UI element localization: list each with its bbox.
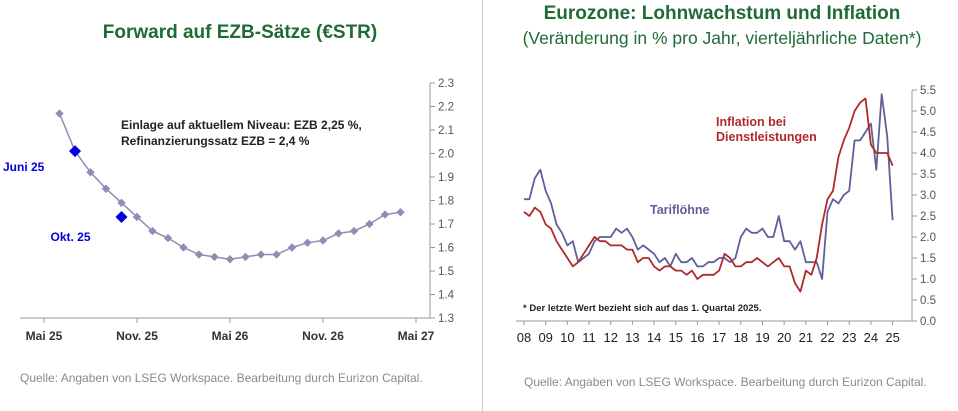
right-series-line-tarifloehne: [524, 93, 894, 280]
right-y-tick-label: 2.5: [920, 211, 936, 223]
left-y-tick-label: 1.8: [438, 196, 454, 208]
left-y-tick-label: 1.6: [438, 243, 454, 255]
left-chart-svg: 1.3 1.4 1.5 1.6 1.7 1.8 1.9 2.0 2.1 2.2 2.3 Mai 25 N…: [3, 78, 455, 343]
left-data-point: [287, 243, 297, 252]
right-y-tick-label: 2.0: [920, 232, 936, 244]
left-highlighted-point-label: Okt. 25: [51, 230, 91, 244]
right-x-tick-label: 19: [755, 330, 769, 345]
left-data-point: [148, 226, 157, 236]
left-highlighted-point: [69, 145, 81, 158]
right-x-tick-label: 17: [712, 330, 726, 345]
left-data-point: [256, 250, 266, 259]
left-x-tick-label: Mai 25: [26, 329, 63, 343]
right-y-tick-label: 1.5: [920, 253, 936, 265]
left-data-point: [334, 229, 343, 238]
right-chart-panel: Eurozone: Lohnwachstum und Inflation (Ve…: [486, 0, 958, 411]
left-data-point: [365, 219, 374, 229]
left-y-tick-label: 2.1: [438, 125, 454, 137]
right-x-tick-label: 23: [842, 330, 856, 345]
right-x-tick-label: 11: [582, 330, 596, 345]
left-x-tick-label: Mai 26: [212, 329, 249, 343]
right-chart-subtitle: (Veränderung in % pro Jahr, vierteljährl…: [522, 28, 922, 48]
right-x-tick-label: 21: [799, 330, 813, 345]
right-y-tick-label: 0.0: [920, 316, 936, 328]
left-x-tick-label: Nov. 25: [116, 329, 158, 343]
left-y-tick-label: 1.9: [438, 172, 454, 184]
right-footnote: * Der letzte Wert bezieht sich auf das 1…: [523, 303, 761, 314]
left-highlighted-point-label: Juni 25: [3, 160, 45, 174]
left-y-tick-label: 1.4: [438, 290, 455, 302]
left-data-point: [194, 250, 204, 259]
left-data-point: [132, 212, 142, 222]
left-data-point: [303, 238, 312, 247]
left-data-point: [225, 255, 235, 264]
right-y-tick-label: 1.0: [920, 274, 936, 286]
left-data-point: [349, 226, 359, 236]
right-x-tick-label: 10: [560, 330, 574, 345]
right-series-label-dienstleistungen: Inflation bei Dienstleistungen: [716, 115, 817, 144]
left-chart-panel: Forward auf EZB-Sätze (€STR) 1.3 1.4 1.5 1.…: [3, 22, 455, 385]
right-chart-title: Eurozone: Lohnwachstum und Inflation: [543, 3, 901, 24]
right-y-tick-label: 3.5: [920, 169, 936, 181]
left-data-point: [117, 198, 126, 208]
left-data-point: [55, 109, 64, 118]
left-y-tick-label: 1.3: [438, 313, 454, 325]
right-x-tick-label: 09: [538, 330, 552, 345]
left-data-point: [163, 233, 173, 243]
left-x-tick-label: Nov. 26: [302, 329, 344, 343]
left-data-point: [86, 168, 95, 177]
right-series-line-dienstleistungen: [523, 97, 894, 293]
left-data-point: [396, 208, 405, 217]
left-chart-title: Forward auf EZB-Sätze (€STR): [102, 22, 378, 43]
right-x-tick-label: 12: [603, 330, 617, 345]
left-data-point: [272, 250, 281, 259]
left-data-point: [318, 236, 328, 245]
right-x-tick-label: 20: [777, 330, 791, 345]
right-x-tick-label: 08: [517, 330, 531, 345]
right-y-tick-label: 0.5: [920, 295, 936, 307]
left-data-point: [380, 210, 390, 219]
left-data-point: [101, 184, 111, 193]
right-chart-svg: 0.0 0.5 1.0 1.5 2.0 2.5 3.0 3.5 4.0 4.5 5.0 5.5 08 09…: [516, 85, 936, 345]
right-series-label-tarifloehne: Tariflöhne: [650, 203, 710, 217]
left-y-tick-label: 2.2: [438, 102, 454, 114]
right-x-tick-label: 13: [625, 330, 639, 345]
left-y-tick-label: 2.0: [438, 149, 454, 161]
left-annotation: Einlage auf aktuellem Niveau: EZB 2,25 %…: [121, 118, 362, 148]
right-x-tick-label: 15: [669, 330, 683, 345]
right-x-tick-label: 22: [820, 330, 834, 345]
left-highlighted-point: [115, 210, 128, 223]
right-x-tick-label: 25: [885, 330, 899, 345]
right-x-tick-label: 18: [734, 330, 748, 345]
panel-divider: [482, 0, 483, 411]
right-y-tick-label: 3.0: [920, 190, 936, 202]
right-source-note: Quelle: Angaben von LSEG Workspace. Bear…: [524, 375, 927, 389]
right-y-tick-label: 4.0: [920, 148, 936, 160]
left-data-point: [179, 243, 188, 252]
right-y-tick-label: 5.0: [920, 106, 936, 118]
left-y-tick-label: 1.7: [438, 219, 454, 231]
right-y-tick-label: 4.5: [920, 127, 936, 139]
left-data-point: [210, 252, 219, 262]
left-x-tick-label: Mai 27: [398, 329, 435, 343]
left-y-tick-label: 2.3: [438, 78, 454, 90]
right-x-tick-label: 24: [864, 330, 878, 345]
right-y-tick-label: 5.5: [920, 85, 936, 97]
left-source-note: Quelle: Angaben von LSEG Workspace. Bear…: [20, 371, 423, 385]
left-data-point: [241, 252, 250, 262]
right-x-tick-label: 16: [690, 330, 704, 345]
left-y-tick-label: 1.5: [438, 266, 454, 278]
right-x-tick-label: 14: [647, 330, 661, 345]
